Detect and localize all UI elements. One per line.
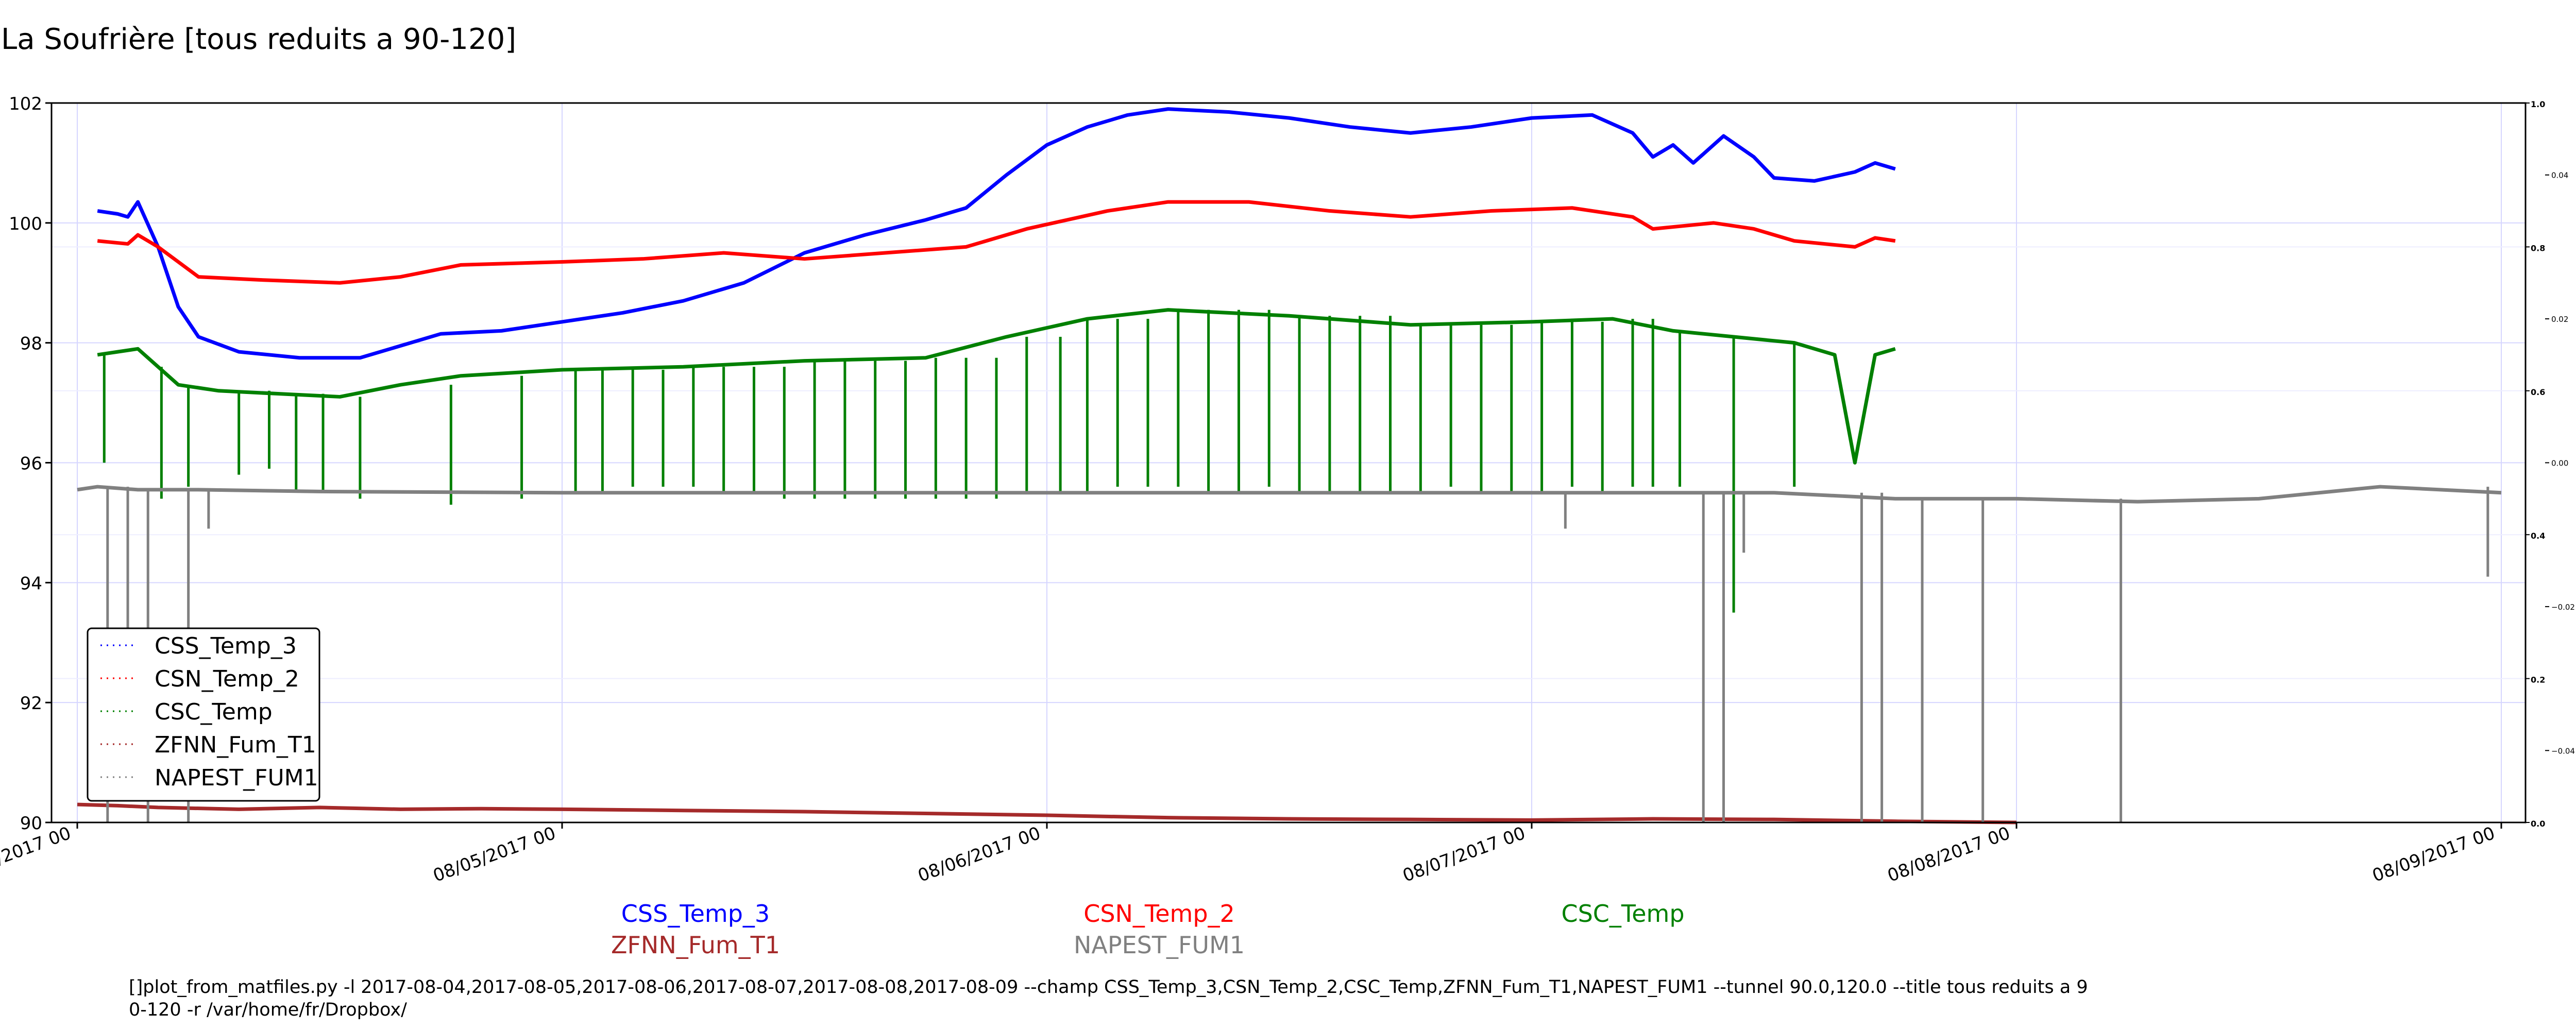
right-tick-label-outer: 0.4 [2531,531,2545,541]
right-tick-label-outer: 0.0 [2531,819,2545,829]
legend-label: CSC_Temp [155,699,273,725]
legend-label: CSN_Temp_2 [155,666,299,692]
bottom-label: CSN_Temp_2 [1083,900,1235,928]
right-tick-label-outer: 0.8 [2531,243,2545,253]
y-tick-label: 94 [20,573,42,594]
series-line-csn-temp-2 [97,200,1896,285]
right-tick-label-outer: 1.0 [2531,99,2545,109]
right-tick-label-inner: 0.04 [2551,171,2568,180]
legend-box [87,627,320,802]
right-tick-label-outer: 0.2 [2531,675,2545,685]
series-line-zfnn-fum-t1 [77,802,2017,825]
legend-label: ZFNN_Fum_T1 [155,732,316,758]
legend: CSS_Temp_3 CSN_Temp_2 CSC_Temp ZFNN_Fum_T1 N… [87,627,320,802]
legend-label: CSS_Temp_3 [155,633,297,659]
y-tick-label: 90 [20,813,42,834]
y-tick-label: 98 [20,334,42,354]
bottom-label: ZFNN_Fum_T1 [611,931,780,959]
y-tick-label: 96 [20,454,42,474]
x-tick-label: 08/07/2017 00 [1400,823,1528,886]
grid-lines [52,102,2526,823]
right-tick-label-outer: 0.6 [2531,387,2545,397]
right-tick-label-inner: −0.02 [2551,603,2575,612]
x-tick-label: 08/06/2017 00 [915,823,1043,886]
y-tick-label: 92 [20,693,42,714]
bottom-label: CSS_Temp_3 [621,900,770,928]
y-tick-label: 102 [9,94,42,114]
right-tick-label-inner: 0.00 [2551,459,2568,468]
right-tick-label-inner: −0.04 [2551,746,2575,756]
y-axis: 90 92 94 96 98 100 102 [9,94,52,834]
bottom-label: NAPEST_FUM1 [1074,931,1245,959]
series-line-css-temp-3 [97,107,1896,360]
chart-title: La Soufrière [tous reduits a 90-120] [1,23,516,56]
right-tick-label-inner: 0.02 [2551,315,2568,324]
bottom-label: CSC_Temp [1561,900,1684,928]
series-line-csc-temp [97,308,1896,465]
x-tick-label: 08/09/2017 00 [2369,823,2498,886]
series-layer [77,107,2502,825]
bottom-series-labels: CSS_Temp_3 CSN_Temp_2 CSC_Temp ZFNN_Fum_T1 N… [611,900,1685,959]
legend-label: NAPEST_FUM1 [155,765,318,791]
x-tick-label: 08/05/2017 00 [430,823,558,886]
series-line-napest-fum1 [77,485,2502,504]
command-line-text: []plot_from_matfiles.py -l 2017-08-04,20… [129,977,2088,1020]
x-axis: 08/04/2017 00 08/05/2017 00 08/06/2017 00 0… [0,822,2502,886]
x-tick-label: 08/08/2017 00 [1885,823,2013,886]
y-tick-label: 100 [9,214,42,234]
right-axis: 0.0 0.2 0.4 0.6 0.8 1.0 −0.04 −0.02 0.00 0.02 0.04 [2526,99,2575,829]
